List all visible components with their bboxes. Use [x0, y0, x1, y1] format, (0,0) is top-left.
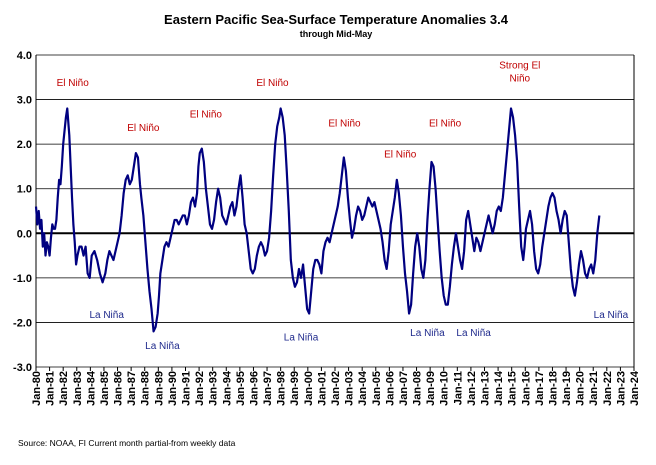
x-tick-label: Jan-90: [167, 371, 179, 406]
el-nino-label: El Niño: [328, 118, 361, 129]
x-tick-label: Jan-09: [425, 371, 437, 406]
la-nina-label: La Niña: [89, 310, 124, 321]
x-tick-label: Jan-24: [629, 370, 641, 406]
y-tick-label: 3.0: [17, 95, 32, 107]
x-tick-label: Jan-06: [384, 371, 396, 406]
x-tick-label: Jan-12: [466, 371, 478, 406]
y-tick-label: 1.0: [17, 184, 32, 196]
series-layer: [34, 107, 601, 333]
x-tick-label: Jan-17: [534, 371, 546, 406]
el-nino-label: El Niño: [127, 123, 160, 134]
x-tick-label: Jan-93: [208, 371, 220, 406]
series-line-sst-anomaly: [34, 107, 601, 333]
x-tick-label: Jan-10: [439, 371, 451, 406]
x-tick-label: Jan-00: [303, 371, 315, 406]
x-tick-label: Jan-11: [452, 371, 464, 405]
x-tick-label: Jan-16: [520, 371, 532, 406]
y-tick-label: 4.0: [17, 50, 32, 62]
source-footer: Source: NOAA, FI Current month partial-f…: [18, 438, 236, 448]
x-tick-label: Jan-88: [140, 371, 152, 406]
x-tick-label: Jan-21: [588, 371, 600, 406]
x-tick-label: Jan-23: [615, 371, 627, 406]
el-nino-label: El Niño: [190, 109, 223, 120]
x-tick-label: Jan-80: [31, 371, 43, 406]
la-nina-label: La Niña: [410, 328, 445, 339]
x-tick-label: Jan-91: [181, 371, 193, 406]
y-tick-label: 2.0: [17, 139, 32, 151]
x-tick-label: Jan-15: [507, 371, 519, 406]
x-tick-label: Jan-13: [480, 371, 492, 406]
x-tick-label: Jan-92: [194, 371, 206, 406]
x-tick-label: Jan-20: [575, 371, 587, 406]
x-tick-label: Jan-89: [153, 371, 165, 406]
x-tick-label: Jan-83: [72, 371, 84, 406]
el-nino-label: El Niño: [57, 78, 90, 89]
x-tick-label: Jan-03: [344, 371, 356, 406]
x-tick-label: Jan-08: [412, 371, 424, 406]
x-tick-label: Jan-94: [221, 370, 233, 406]
x-tick-label: Jan-99: [289, 371, 301, 406]
y-tick-label: -2.0: [13, 317, 32, 329]
x-tick-label: Jan-86: [113, 371, 125, 406]
x-tick-label: Jan-96: [248, 371, 260, 406]
el-nino-label: El Niño: [429, 118, 462, 129]
chart-title: Eastern Pacific Sea-Surface Temperature …: [164, 12, 509, 27]
x-tick-label: Jan-81: [45, 371, 57, 406]
x-tick-label: Jan-18: [547, 371, 559, 406]
x-tick-label: Jan-19: [561, 371, 573, 406]
x-tick-label: Jan-97: [262, 371, 274, 406]
chart-subtitle: through Mid-May: [300, 29, 373, 39]
x-tick-label: Jan-22: [602, 371, 614, 406]
x-tick-label: Jan-07: [398, 371, 410, 406]
x-tick-label: Jan-87: [126, 371, 138, 406]
el-nino-label: El Niño: [256, 78, 289, 89]
y-axis-ticks: 4.0 3.0 2.0 1.0 0.0 -1.0 -2.0 -3.0: [13, 50, 32, 374]
x-tick-label: Jan-98: [276, 371, 288, 406]
x-tick-label: Jan-14: [493, 370, 505, 406]
annotations: El Niño El Niño El Niño El Niño El Niño El Ni…: [57, 60, 629, 352]
el-nino-label: El Niño: [384, 150, 417, 161]
x-tick-label: Jan-82: [58, 371, 70, 406]
gridlines: [35, 54, 635, 368]
x-tick-label: Jan-05: [371, 371, 383, 406]
y-tick-label: -3.0: [13, 362, 32, 374]
x-tick-label: Jan-04: [357, 370, 369, 406]
la-nina-label: La Niña: [145, 341, 180, 352]
x-tick-label: Jan-85: [99, 371, 111, 406]
x-tick-label: Jan-01: [316, 371, 328, 406]
y-tick-label: 0.0: [17, 228, 32, 240]
la-nina-label: La Niña: [594, 310, 629, 321]
el-nino-label: Niño: [510, 74, 531, 85]
x-tick-label: Jan-02: [330, 371, 342, 406]
y-tick-label: -1.0: [13, 273, 32, 285]
x-tick-label: Jan-95: [235, 371, 247, 406]
x-axis-ticks: Jan-80 Jan-81 Jan-82 Jan-83 Jan-84 Jan-85 Jan-…: [31, 367, 641, 406]
la-nina-label: La Niña: [456, 328, 491, 339]
la-nina-label: La Niña: [284, 332, 319, 343]
el-nino-label: Strong El: [499, 60, 540, 71]
x-tick-label: Jan-84: [85, 370, 97, 406]
